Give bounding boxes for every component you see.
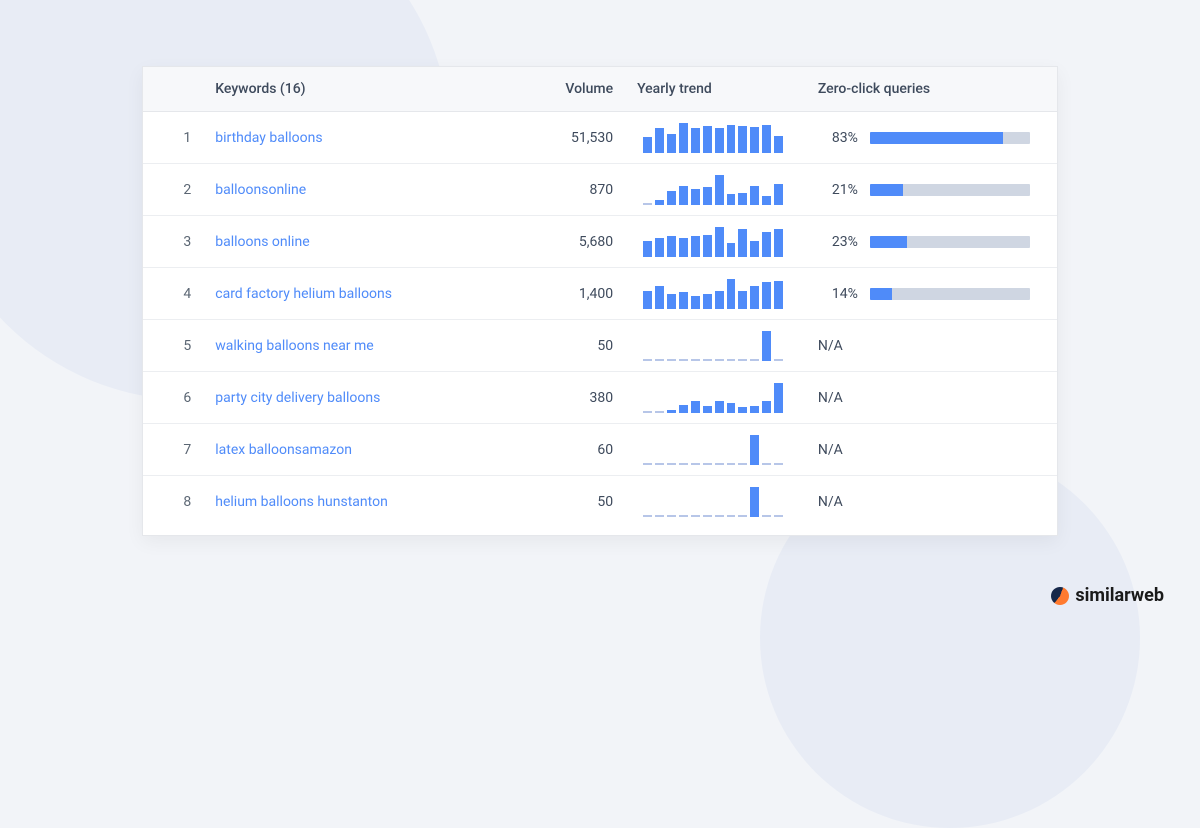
rank-cell: 8: [143, 476, 203, 528]
zero-click-cell: 14%: [806, 268, 1057, 320]
keyword-link[interactable]: latex balloonsamazon: [215, 442, 352, 458]
yearly-trend-sparkline: [643, 123, 783, 153]
keyword-cell: balloons online: [203, 216, 514, 268]
trend-cell: [625, 372, 806, 424]
table-row: 3 balloons online 5,680 23%: [143, 216, 1057, 268]
yearly-trend-sparkline: [643, 383, 783, 413]
volume-cell: 50: [515, 320, 625, 372]
similarweb-logo-text: similarweb: [1075, 585, 1164, 606]
col-header-trend[interactable]: Yearly trend: [625, 67, 806, 112]
rank-cell: 1: [143, 112, 203, 164]
keyword-cell: balloonsonline: [203, 164, 514, 216]
zero-click-percent: 14%: [818, 286, 858, 302]
zero-click-percent: 23%: [818, 234, 858, 250]
zero-click-percent: 21%: [818, 182, 858, 198]
col-header-volume[interactable]: Volume: [515, 67, 625, 112]
volume-cell: 5,680: [515, 216, 625, 268]
keyword-link[interactable]: balloons online: [215, 234, 309, 250]
keyword-cell: birthday balloons: [203, 112, 514, 164]
yearly-trend-sparkline: [643, 175, 783, 205]
zero-click-cell: N/A: [806, 476, 1057, 528]
trend-cell: [625, 476, 806, 528]
keyword-link[interactable]: helium balloons hunstanton: [215, 494, 388, 510]
similarweb-logo: similarweb: [1051, 585, 1164, 606]
table-row: 2 balloonsonline 870 21%: [143, 164, 1057, 216]
zero-click-na: N/A: [818, 442, 843, 458]
table-row: 4 card factory helium balloons 1,400 14%: [143, 268, 1057, 320]
keyword-cell: party city delivery balloons: [203, 372, 514, 424]
table-row: 1 birthday balloons 51,530 83%: [143, 112, 1057, 164]
keyword-link[interactable]: walking balloons near me: [215, 338, 373, 354]
keyword-link[interactable]: birthday balloons: [215, 130, 322, 146]
rank-cell: 6: [143, 372, 203, 424]
zero-click-cell: 23%: [806, 216, 1057, 268]
zero-click-cell: 21%: [806, 164, 1057, 216]
col-header-rank[interactable]: [143, 67, 203, 112]
keyword-cell: walking balloons near me: [203, 320, 514, 372]
zero-click-cell: N/A: [806, 424, 1057, 476]
table-row: 6 party city delivery balloons 380 N/A: [143, 372, 1057, 424]
zero-click-na: N/A: [818, 338, 843, 354]
zero-click-cell: N/A: [806, 320, 1057, 372]
table-row: 5 walking balloons near me 50 N/A: [143, 320, 1057, 372]
keyword-link[interactable]: balloonsonline: [215, 182, 306, 198]
trend-cell: [625, 320, 806, 372]
zero-click-na: N/A: [818, 494, 843, 510]
trend-cell: [625, 112, 806, 164]
keywords-table-card: Keywords (16) Volume Yearly trend Zero-c…: [142, 66, 1058, 536]
rank-cell: 4: [143, 268, 203, 320]
zero-click-bar: [870, 236, 1030, 248]
col-header-zero-click[interactable]: Zero-click queries: [806, 67, 1057, 112]
keyword-cell: latex balloonsamazon: [203, 424, 514, 476]
yearly-trend-sparkline: [643, 331, 783, 361]
volume-cell: 51,530: [515, 112, 625, 164]
yearly-trend-sparkline: [643, 487, 783, 517]
table-row: 7 latex balloonsamazon 60 N/A: [143, 424, 1057, 476]
zero-click-bar: [870, 184, 1030, 196]
zero-click-cell: 83%: [806, 112, 1057, 164]
keyword-link[interactable]: party city delivery balloons: [215, 390, 380, 406]
zero-click-bar: [870, 132, 1030, 144]
zero-click-cell: N/A: [806, 372, 1057, 424]
trend-cell: [625, 424, 806, 476]
trend-cell: [625, 268, 806, 320]
table-row: 8 helium balloons hunstanton 50 N/A: [143, 476, 1057, 528]
yearly-trend-sparkline: [643, 435, 783, 465]
volume-cell: 380: [515, 372, 625, 424]
similarweb-logo-icon: [1049, 584, 1072, 607]
rank-cell: 3: [143, 216, 203, 268]
volume-cell: 60: [515, 424, 625, 476]
rank-cell: 2: [143, 164, 203, 216]
zero-click-percent: 83%: [818, 130, 858, 146]
yearly-trend-sparkline: [643, 279, 783, 309]
keywords-table: Keywords (16) Volume Yearly trend Zero-c…: [143, 67, 1057, 528]
zero-click-na: N/A: [818, 390, 843, 406]
yearly-trend-sparkline: [643, 227, 783, 257]
zero-click-bar: [870, 288, 1030, 300]
rank-cell: 5: [143, 320, 203, 372]
volume-cell: 50: [515, 476, 625, 528]
keyword-cell: card factory helium balloons: [203, 268, 514, 320]
trend-cell: [625, 216, 806, 268]
rank-cell: 7: [143, 424, 203, 476]
trend-cell: [625, 164, 806, 216]
col-header-keywords[interactable]: Keywords (16): [203, 67, 514, 112]
volume-cell: 1,400: [515, 268, 625, 320]
volume-cell: 870: [515, 164, 625, 216]
keyword-link[interactable]: card factory helium balloons: [215, 286, 392, 302]
keyword-cell: helium balloons hunstanton: [203, 476, 514, 528]
